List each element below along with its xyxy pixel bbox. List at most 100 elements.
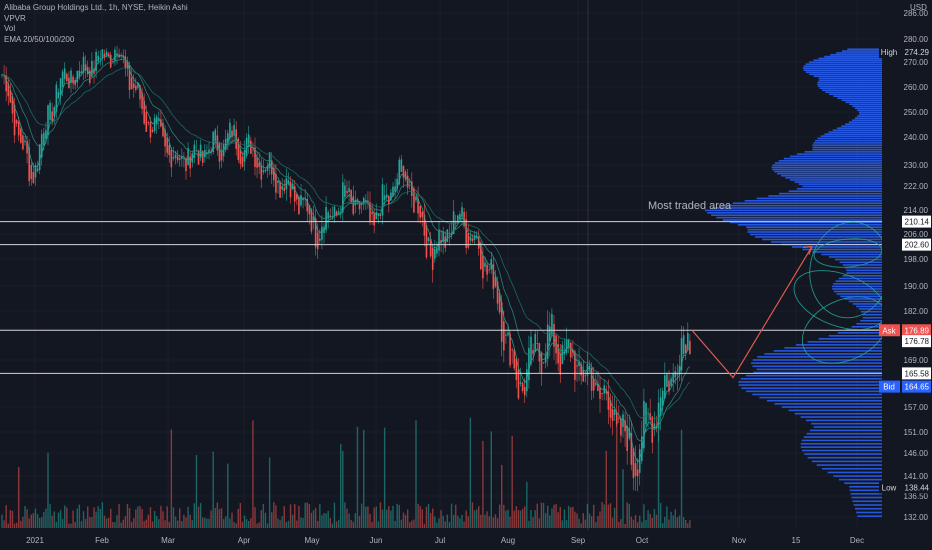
profile-bar xyxy=(845,101,882,103)
candle-body xyxy=(293,186,296,202)
volume-bar xyxy=(519,510,522,528)
price-axis-label: 222.00 xyxy=(904,182,929,191)
profile-bar xyxy=(813,59,882,62)
candle-body xyxy=(189,156,191,169)
profile-bar xyxy=(812,148,882,151)
volume-bar xyxy=(528,520,530,528)
volume-bar xyxy=(291,514,294,528)
profile-bar xyxy=(740,377,882,380)
candle-body xyxy=(431,247,434,270)
candle-body xyxy=(116,53,118,56)
price-tag-value: 165.58 xyxy=(905,369,930,378)
volume-bar xyxy=(394,521,396,528)
volume-bar xyxy=(268,457,271,528)
projection-path[interactable] xyxy=(691,246,813,379)
volume-bar xyxy=(659,502,662,528)
candle-body xyxy=(344,185,346,198)
profile-bar xyxy=(813,426,882,428)
volume-bar xyxy=(628,503,630,528)
volume-bar xyxy=(388,506,390,528)
candle-body xyxy=(365,200,367,202)
candle-body xyxy=(553,324,555,347)
candle-body xyxy=(381,184,384,216)
volume-bar xyxy=(133,518,135,528)
time-axis[interactable]: 2021 Feb Mar Apr May Jun Jul Aug Sep Oct Nov 15 Dec xyxy=(0,530,932,550)
profile-bar xyxy=(830,53,882,56)
volume-bar xyxy=(409,522,411,528)
volume-bar xyxy=(191,520,193,528)
volume-bar xyxy=(271,512,273,528)
candle-body xyxy=(528,347,530,381)
symbol-title[interactable]: Alibaba Group Holdings Ltd., 1h, NYSE, H… xyxy=(4,3,188,12)
candle-body xyxy=(36,168,39,172)
highlight-ellipse[interactable] xyxy=(813,236,883,270)
candle-body xyxy=(30,164,33,179)
volume-bar xyxy=(68,523,70,528)
volume-bar xyxy=(285,521,288,528)
indicator-ema[interactable]: EMA 20/50/100/200 xyxy=(4,34,75,44)
volume-bar xyxy=(373,507,375,528)
profile-bar xyxy=(852,119,882,121)
candle-body xyxy=(316,232,319,250)
volume-bar xyxy=(287,520,290,528)
candle-body xyxy=(371,212,373,215)
volume-bar xyxy=(314,507,317,528)
volume-bar xyxy=(59,510,62,528)
profile-bar xyxy=(756,368,882,371)
candle-body xyxy=(34,165,37,178)
profile-bar xyxy=(837,97,882,99)
candle-body xyxy=(197,150,200,165)
candle-body xyxy=(567,339,570,347)
profile-bar xyxy=(784,347,882,349)
volume-bar xyxy=(87,506,89,528)
volume-bar xyxy=(438,518,440,528)
candle-body xyxy=(429,239,432,257)
volume-bar xyxy=(176,520,179,528)
profile-bar xyxy=(716,216,882,219)
candle-body xyxy=(624,420,626,432)
profile-bar xyxy=(803,65,882,67)
profile-bar xyxy=(746,226,882,228)
candle-body xyxy=(61,71,64,87)
candle-body xyxy=(55,84,58,112)
volume-bar xyxy=(38,517,41,528)
volume-bar xyxy=(220,508,223,528)
profile-bar xyxy=(779,192,882,195)
volume-bar xyxy=(365,506,367,528)
profile-bar xyxy=(801,439,882,442)
candle-body xyxy=(507,332,509,336)
profile-bar xyxy=(859,113,882,115)
volume-bar xyxy=(584,519,587,528)
volume-bar xyxy=(538,518,541,528)
candle-body xyxy=(47,105,49,135)
volume-bar xyxy=(459,518,461,528)
candle-body xyxy=(377,213,380,216)
grid-lines xyxy=(0,0,882,530)
candle-body xyxy=(383,195,386,200)
volume-bar xyxy=(379,502,382,528)
volume-bar xyxy=(225,516,227,528)
profile-bar xyxy=(824,55,882,58)
volume-bar xyxy=(233,522,235,528)
indicator-vpvr[interactable]: VPVR xyxy=(4,13,26,23)
price-axis[interactable]: 286.00 280.00 270.00 260.00 250.00 240.00 230.… xyxy=(882,0,932,530)
indicator-vol[interactable]: Vol xyxy=(4,24,16,33)
profile-bar xyxy=(805,71,882,73)
candle-body xyxy=(337,211,340,214)
candle-body xyxy=(13,104,16,136)
candle-body xyxy=(551,314,553,335)
volume-bar xyxy=(216,502,219,528)
candle-body xyxy=(99,57,102,59)
candle-body xyxy=(183,157,185,159)
annotation-most-traded-area[interactable]: Most traded area xyxy=(648,200,732,212)
volume-bar xyxy=(390,510,392,528)
profile-bar xyxy=(751,362,882,364)
volume-bar xyxy=(1,514,3,528)
profile-bar xyxy=(817,83,882,85)
volume-bar xyxy=(195,455,198,528)
candle-body xyxy=(185,158,187,172)
volume-bar xyxy=(356,426,359,528)
candle-body xyxy=(505,334,507,336)
volume-bar xyxy=(367,506,369,528)
